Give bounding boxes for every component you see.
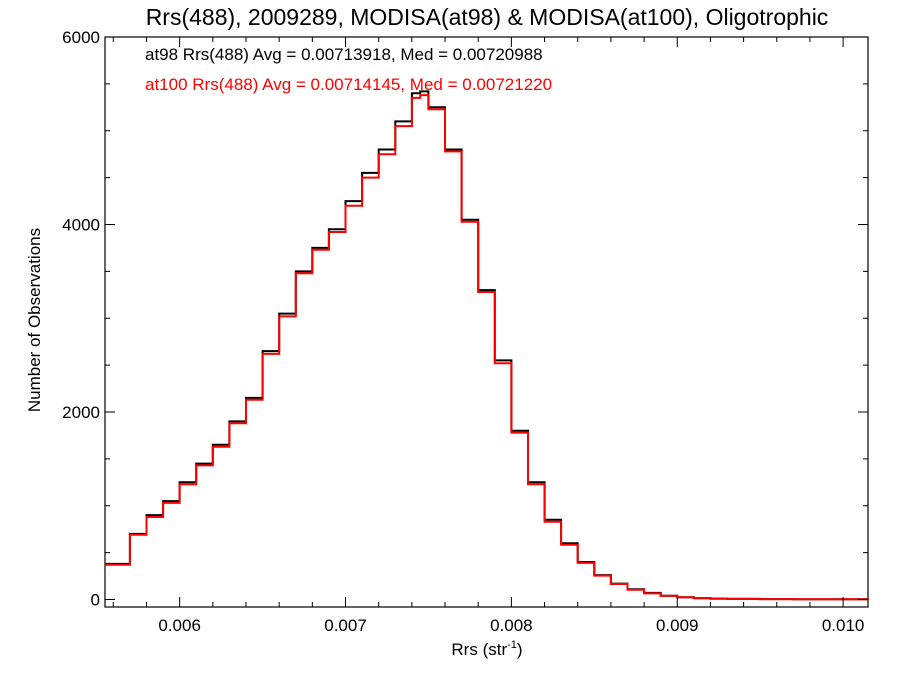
chart-title: Rrs(488), 2009289, MODISA(at98) & MODISA… [146,4,829,30]
y-tick-label: 2000 [62,403,100,422]
annotation-at100: at100 Rrs(488) Avg = 0.00714145, Med = 0… [145,75,552,94]
y-tick-label: 6000 [62,28,100,47]
x-axis-label-text: Rrs (str [451,640,507,659]
series-line-1 [105,94,869,601]
y-tick-label: 4000 [62,216,100,235]
y-axis-label: Number of Observations [25,228,44,412]
series-layer [105,90,869,601]
annotation-at98: at98 Rrs(488) Avg = 0.00713918, Med = 0.… [145,45,543,64]
x-axis-label: Rrs (str-1) [451,639,522,659]
x-tick-label: 0.009 [656,616,699,635]
x-axis-label-superscript: -1 [507,639,517,651]
x-tick-label: 0.007 [324,616,367,635]
x-axis-label-close: ) [517,640,523,659]
series-line-0 [105,90,869,601]
y-tick-label: 0 [91,591,100,610]
y-axis: 0 2000 4000 6000 [62,28,868,610]
x-tick-label: 0.010 [822,616,865,635]
x-axis: 0.006 0.007 0.008 0.009 0.010 [112,37,865,635]
plot-frame [104,36,869,608]
x-tick-label: 0.008 [490,616,533,635]
x-tick-label: 0.006 [158,616,201,635]
plot-border [104,36,869,608]
